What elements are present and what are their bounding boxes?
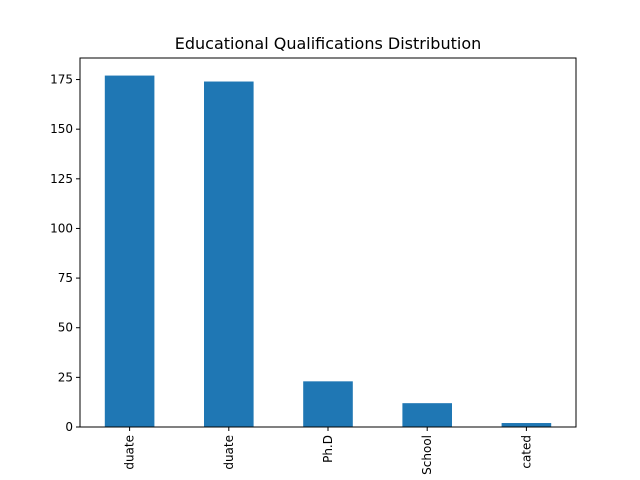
y-tick-label-1: 25 (58, 370, 73, 384)
plot-frame (79, 57, 577, 428)
x-tick-label-1: duate (222, 435, 236, 470)
y-tick-label-7: 175 (50, 73, 73, 87)
bar-2 (303, 381, 353, 427)
x-tick-label-0: duate (123, 435, 137, 470)
y-tick-label-2: 50 (58, 321, 73, 335)
x-tick-label-2: Ph.D (321, 435, 335, 463)
y-tick-label-6: 150 (50, 122, 73, 136)
bar-4 (501, 423, 552, 427)
x-tick-label-3: School (420, 435, 434, 475)
y-axis: 0 25 50 75 100 125 150 175 (50, 73, 80, 434)
y-tick-label-4: 100 (50, 221, 73, 235)
y-tick-label-5: 125 (50, 172, 73, 186)
y-tick-label-3: 75 (58, 271, 73, 285)
chart-title: Educational Qualifications Distribution (175, 34, 482, 53)
bar-3 (402, 403, 452, 427)
y-tick-label-0: 0 (65, 420, 73, 434)
x-axis: duate duate Ph.D School cated (123, 427, 533, 475)
bars-group (104, 75, 552, 428)
x-tick-label-4: cated (519, 435, 533, 469)
bar-0 (104, 75, 155, 428)
bar-1 (204, 81, 254, 428)
